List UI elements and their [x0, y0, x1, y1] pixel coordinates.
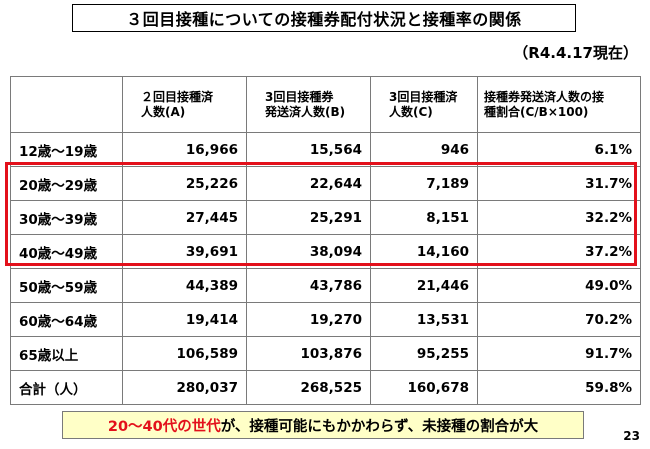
table-row: 65歳以上 106,589 103,876 95,255 91.7% [10, 336, 641, 371]
callout-text: が、接種可能にもかかわらず、未接種の割合が大 [220, 418, 539, 435]
cell-third-dose: 14,160 [370, 234, 478, 269]
cell-second-dose: 27,445 [122, 200, 247, 235]
cell-rate: 49.0% [477, 268, 641, 303]
header-rate: 接種券発送済人数の接 種割合(C/B×100) [477, 76, 641, 133]
cell-third-dose: 13,531 [370, 302, 478, 337]
cell-third-dose: 7,189 [370, 166, 478, 201]
cell-third-dose: 160,678 [370, 370, 478, 405]
cell-second-dose: 16,966 [122, 132, 247, 167]
cell-third-ticket: 25,291 [246, 200, 371, 235]
cell-third-dose: 8,151 [370, 200, 478, 235]
cell-second-dose: 39,691 [122, 234, 247, 269]
as-of-date: （R4.4.17現在） [513, 44, 638, 62]
callout-emphasis: 20～40代の世代 [107, 418, 221, 435]
cell-third-ticket: 103,876 [246, 336, 371, 371]
cell-third-ticket: 43,786 [246, 268, 371, 303]
cell-third-dose: 21,446 [370, 268, 478, 303]
row-label: 65歳以上 [10, 336, 123, 371]
cell-rate: 59.8% [477, 370, 641, 405]
cell-second-dose: 19,414 [122, 302, 247, 337]
table-row: 60歳～64歳 19,414 19,270 13,531 70.2% [10, 302, 641, 337]
table-row: 50歳～59歳 44,389 43,786 21,446 49.0% [10, 268, 641, 303]
cell-rate: 31.7% [477, 166, 641, 201]
cell-second-dose: 106,589 [122, 336, 247, 371]
row-label: 60歳～64歳 [10, 302, 123, 337]
row-label: 12歳～19歳 [10, 132, 123, 167]
cell-rate: 6.1% [477, 132, 641, 167]
vaccination-table: ２回目接種済 人数(A) 3回目接種券 発送済人数(B) 3回目接種済 人数(C) 接… [10, 76, 641, 405]
row-label: 30歳～39歳 [10, 200, 123, 235]
row-label: 50歳～59歳 [10, 268, 123, 303]
slide-title: ３回目接種についての接種券配付状況と接種率の関係 [72, 4, 576, 32]
cell-rate: 37.2% [477, 234, 641, 269]
table-row: 30歳～39歳 27,445 25,291 8,151 32.2% [10, 200, 641, 235]
table-row: 12歳～19歳 16,966 15,564 946 6.1% [10, 132, 641, 167]
table-row: 合計（人） 280,037 268,525 160,678 59.8% [10, 370, 641, 405]
table-body: 12歳～19歳 16,966 15,564 946 6.1% 20歳～29歳 25,226 2… [10, 132, 641, 405]
cell-third-ticket: 15,564 [246, 132, 371, 167]
page-number: 23 [623, 429, 640, 443]
header-third-dose: 3回目接種済 人数(C) [370, 76, 478, 133]
cell-third-ticket: 22,644 [246, 166, 371, 201]
header-second-dose: ２回目接種済 人数(A) [122, 76, 247, 133]
cell-third-ticket: 38,094 [246, 234, 371, 269]
table-row: 40歳～49歳 39,691 38,094 14,160 37.2% [10, 234, 641, 269]
cell-second-dose: 44,389 [122, 268, 247, 303]
cell-second-dose: 280,037 [122, 370, 247, 405]
row-label: 40歳～49歳 [10, 234, 123, 269]
header-blank [10, 76, 123, 133]
table-row: 20歳～29歳 25,226 22,644 7,189 31.7% [10, 166, 641, 201]
cell-rate: 91.7% [477, 336, 641, 371]
cell-third-ticket: 19,270 [246, 302, 371, 337]
cell-third-dose: 946 [370, 132, 478, 167]
row-label: 合計（人） [10, 370, 123, 405]
header-third-ticket: 3回目接種券 発送済人数(B) [246, 76, 371, 133]
cell-second-dose: 25,226 [122, 166, 247, 201]
cell-rate: 32.2% [477, 200, 641, 235]
cell-third-ticket: 268,525 [246, 370, 371, 405]
row-label: 20歳～29歳 [10, 166, 123, 201]
callout-box: 20～40代の世代 が、接種可能にもかかわらず、未接種の割合が大 [62, 411, 584, 439]
cell-rate: 70.2% [477, 302, 641, 337]
cell-third-dose: 95,255 [370, 336, 478, 371]
table-header-row: ２回目接種済 人数(A) 3回目接種券 発送済人数(B) 3回目接種済 人数(C) 接… [10, 76, 641, 133]
